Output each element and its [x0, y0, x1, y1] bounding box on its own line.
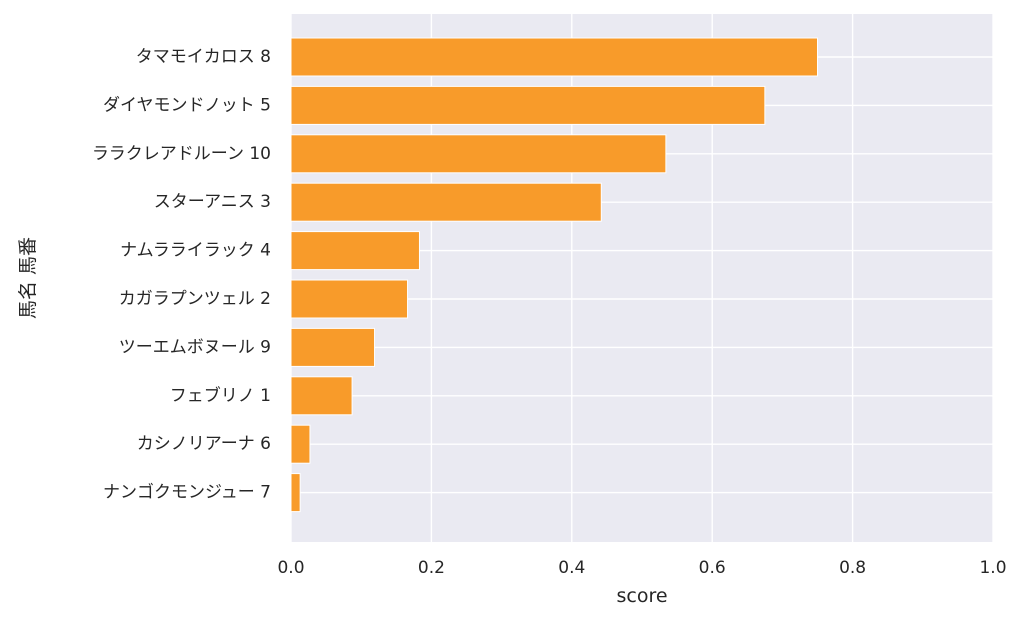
x-axis-label: score [616, 585, 667, 607]
bar [290, 37, 818, 77]
bar [290, 182, 602, 222]
y-tick-label: ナンゴクモンジュー 7 [103, 482, 271, 503]
x-tick-label: 0.4 [558, 558, 585, 578]
y-tick-labels: タマモイカロス 8 ダイヤモンドノット 5 ララクレアドルーン 10 スターアニス 3… [92, 47, 271, 503]
bar [290, 134, 667, 174]
y-tick-label: スターアニス 3 [154, 192, 271, 212]
y-tick-label: タマモイカロス 8 [136, 47, 271, 67]
bar [290, 327, 376, 367]
bar [290, 424, 311, 464]
y-tick-label: ララクレアドルーン 10 [92, 144, 271, 164]
y-tick-label: ナムラライラック 4 [120, 241, 271, 261]
x-tick-label: 1.0 [979, 558, 1006, 578]
y-axis-label: 馬名 馬番 [17, 237, 39, 319]
x-tick-label: 0.6 [699, 558, 726, 578]
bar [290, 231, 420, 271]
bar [290, 279, 409, 319]
x-tick-label: 0.0 [277, 558, 304, 578]
x-tick-labels: 0.0 0.2 0.4 0.6 0.8 1.0 [277, 558, 1006, 578]
y-tick-label: ダイヤモンドノット 5 [103, 95, 271, 115]
bars [290, 37, 818, 513]
bar [290, 376, 353, 416]
y-tick-label: カシノリアーナ 6 [137, 434, 271, 454]
y-tick-label: フェブリノ 1 [170, 385, 271, 406]
bar [290, 473, 301, 513]
x-tick-label: 0.8 [839, 558, 866, 578]
x-tick-label: 0.2 [418, 558, 445, 578]
y-tick-label: ツーエムボヌール 9 [119, 337, 271, 357]
y-tick-label: カガラプンツェル 2 [119, 289, 271, 309]
bar [290, 85, 766, 125]
